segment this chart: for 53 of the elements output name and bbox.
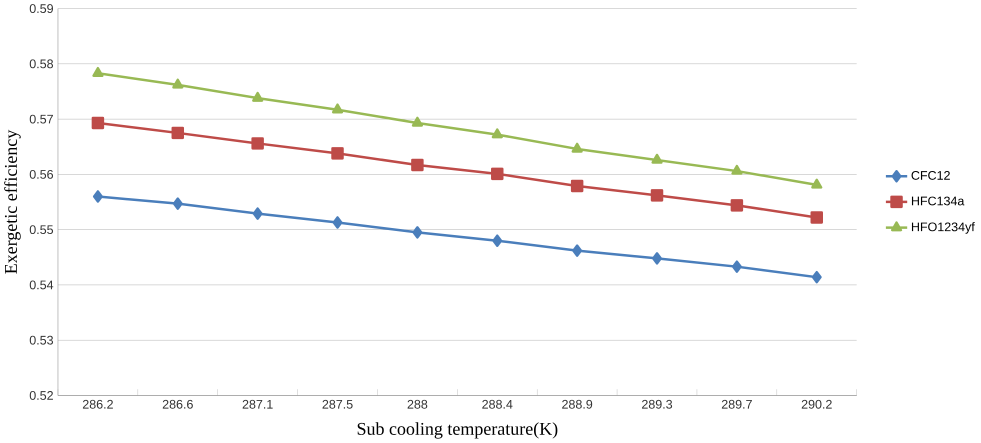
x-tick-label: 290.2 [802,400,832,409]
point [172,198,183,210]
y-tick-label: 0.58 [30,60,54,68]
x-tick-label: 288 [408,400,428,409]
point [812,271,822,284]
point [172,78,184,89]
legend-label: HFO1234yf [912,222,975,234]
y-tick-label: 0.53 [30,336,54,345]
point [572,142,583,153]
point [331,147,344,160]
point [651,154,663,164]
point [92,190,103,203]
point [252,92,264,102]
point [652,252,662,265]
x-tick-label: 289.7 [722,400,752,409]
point [492,234,502,248]
x-tick-label: 288.9 [562,400,592,409]
point [92,116,104,130]
y-tick-label: 0.59 [30,4,53,14]
x-tick-label: 288.4 [482,400,513,409]
y-tick-label: 0.57 [30,114,53,124]
point [730,199,744,212]
point [731,164,742,175]
point [650,189,664,202]
point [172,126,184,140]
y-tick-label: 0.52 [30,391,53,400]
point [811,178,822,189]
point [810,211,823,224]
point [252,207,263,220]
y-axis-title: Exergetic efficiency [4,130,21,274]
x-tick-label: 289.3 [642,400,672,409]
point [492,128,503,138]
y-tick-label: 0.56 [30,170,54,179]
point [412,116,423,127]
y-tick-label: 0.54 [30,280,54,290]
point [251,137,264,150]
point [570,180,584,192]
x-tick-label: 287.1 [242,400,273,409]
x-tick-label: 287.5 [322,400,353,409]
x-tick-label: 286.2 [82,400,113,409]
point [491,168,504,180]
x-axis-title: Sub cooling temperature(K) [358,422,558,439]
point [332,104,344,114]
point [92,67,104,78]
legend-label: HFC134a [912,196,964,206]
point [412,226,422,239]
point [411,158,424,172]
legend-label: CFC12 [912,171,950,180]
point [732,260,742,274]
x-tick-label: 286.6 [162,400,193,409]
point [332,216,343,229]
point [572,244,582,257]
y-tick-label: 0.55 [30,225,54,234]
